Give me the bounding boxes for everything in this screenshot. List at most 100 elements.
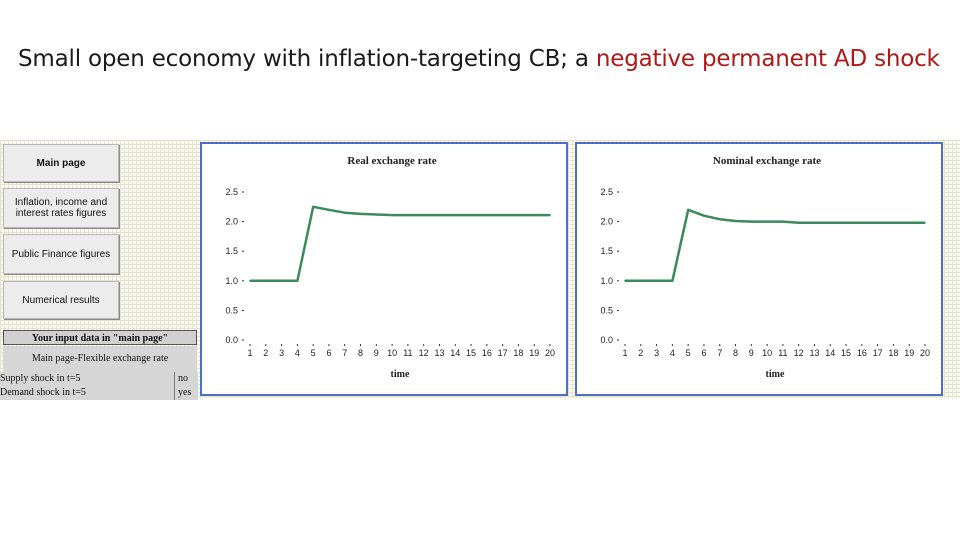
data-point — [876, 221, 879, 224]
x-axis-label: time — [766, 369, 785, 380]
data-point — [296, 280, 299, 282]
chart-title: Nominal exchange rate — [713, 155, 821, 167]
slide-title: Small open economy with inflation-target… — [18, 46, 940, 72]
x-tick-label: 6 — [326, 348, 331, 358]
data-point — [533, 214, 536, 216]
y-tick-label: 0.5 — [600, 305, 613, 315]
data-point — [892, 221, 895, 224]
x-tick-label: 2 — [263, 348, 268, 358]
x-tick-label: 18 — [513, 348, 523, 358]
x-axis-label: time — [391, 369, 410, 380]
x-tick-label: 11 — [403, 348, 412, 358]
data-point — [249, 280, 251, 282]
x-tick-label: 7 — [717, 348, 722, 358]
data-point — [501, 214, 504, 216]
demand-shock-label: Demand shock in t=5 — [0, 387, 86, 398]
data-point — [639, 280, 642, 282]
real-exchange-rate-chart-panel[interactable]: Real exchange rate 0.0 0.5 1.0 1.5 2.0 2.5 1 2 3 4… — [200, 142, 568, 396]
data-point — [924, 221, 926, 224]
x-tick-label: 10 — [762, 348, 772, 358]
x-tick-label: 8 — [733, 348, 738, 358]
data-point — [328, 208, 330, 211]
data-point — [797, 221, 800, 224]
nominal-exchange-rate-chart: Nominal exchange rate 0.0 0.5 1.0 1.5 2.0 2.5 1… — [600, 155, 930, 380]
x-tick-label: 19 — [904, 348, 914, 358]
x-tick-label: 2 — [638, 348, 643, 358]
y-tick-label: 0.0 — [225, 335, 238, 345]
x-tick-label: 12 — [419, 348, 429, 358]
data-point — [359, 213, 362, 215]
data-point — [517, 214, 520, 216]
data-point — [549, 214, 551, 216]
x-tick-label: 7 — [342, 348, 347, 358]
x-tick-label: 10 — [387, 348, 397, 358]
x-tick-label: 3 — [654, 348, 659, 358]
y-tick-label: 1.0 — [225, 276, 238, 286]
y-tick-label: 2.5 — [225, 187, 238, 197]
input-data-subheader: Main page-Flexible exchange rate — [3, 346, 197, 372]
x-tick-label: 6 — [701, 348, 706, 358]
input-data-header: Your input data in "main page" — [3, 330, 197, 345]
data-point — [671, 280, 674, 282]
data-point — [264, 280, 267, 282]
data-point — [845, 221, 847, 224]
chart-title: Real exchange rate — [347, 155, 436, 167]
inflation-income-interest-figures-button[interactable]: Inflation, income and interest rates fig… — [3, 188, 119, 228]
demand-shock-value[interactable]: yes — [174, 386, 198, 400]
x-tick-label: 11 — [778, 348, 787, 358]
data-point — [766, 220, 768, 223]
x-tick-label: 15 — [841, 348, 851, 358]
input-data-table: Your input data in "main page" Main page… — [0, 328, 198, 400]
slide-title-prefix: Small open economy with inflation-target… — [18, 46, 596, 72]
data-point — [407, 214, 409, 216]
data-point — [375, 213, 378, 216]
x-tick-label: 17 — [873, 348, 883, 358]
data-point — [655, 280, 658, 282]
main-page-button[interactable]: Main page — [3, 144, 119, 182]
x-tick-label: 8 — [358, 348, 363, 358]
data-point — [908, 221, 911, 224]
y-tick-label: 1.0 — [600, 276, 613, 286]
x-tick-label: 4 — [295, 348, 300, 358]
x-tick-label: 9 — [749, 348, 754, 358]
numerical-results-button[interactable]: Numerical results — [3, 281, 119, 319]
supply-shock-value[interactable]: no — [174, 372, 198, 386]
x-tick-label: 14 — [450, 348, 460, 358]
data-point — [734, 220, 737, 222]
slide-title-highlight: negative permanent AD shock — [595, 46, 940, 72]
y-tick-label: 1.5 — [225, 246, 238, 256]
x-tick-label: 3 — [279, 348, 284, 358]
data-point — [470, 214, 472, 216]
data-point — [813, 221, 816, 224]
x-tick-label: 20 — [920, 348, 930, 358]
demand-shock-row: Demand shock in t=5 yes — [0, 386, 198, 400]
data-point — [861, 221, 863, 224]
y-tick-label: 0.0 — [600, 335, 613, 345]
data-point — [454, 214, 457, 216]
data-point — [750, 220, 753, 223]
x-tick-label: 16 — [482, 348, 492, 358]
x-tick-label: 17 — [498, 348, 508, 358]
public-finance-figures-button[interactable]: Public Finance figures — [3, 234, 119, 274]
x-tick-label: 9 — [374, 348, 379, 358]
x-tick-label: 12 — [794, 348, 804, 358]
data-point — [312, 206, 314, 208]
x-tick-label: 14 — [825, 348, 835, 358]
x-tick-label: 18 — [888, 348, 898, 358]
series-line — [250, 205, 550, 283]
data-point — [438, 214, 441, 216]
y-tick-label: 2.5 — [600, 187, 613, 197]
data-point — [829, 221, 832, 224]
data-point — [422, 214, 425, 216]
data-point — [280, 280, 283, 282]
data-point — [624, 280, 626, 282]
data-point — [687, 208, 689, 211]
x-tick-label: 4 — [670, 348, 675, 358]
x-tick-label: 5 — [686, 348, 691, 358]
x-tick-label: 13 — [809, 348, 819, 358]
data-point — [703, 214, 705, 217]
nominal-exchange-rate-chart-panel[interactable]: Nominal exchange rate 0.0 0.5 1.0 1.5 2.0 2.5 1… — [575, 142, 943, 396]
x-tick-label: 16 — [857, 348, 867, 358]
supply-shock-label: Supply shock in t=5 — [0, 373, 81, 384]
x-tick-label: 5 — [311, 348, 316, 358]
